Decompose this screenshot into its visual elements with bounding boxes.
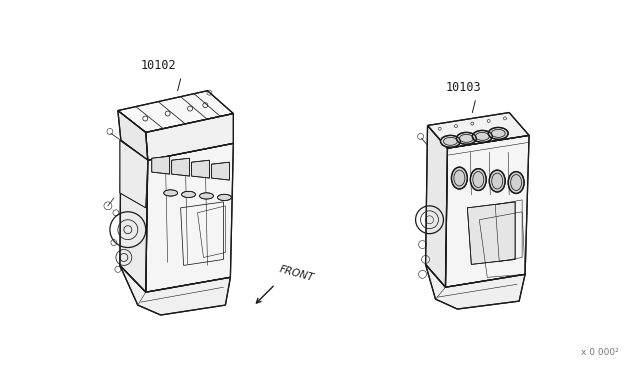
Ellipse shape: [488, 128, 508, 140]
Polygon shape: [426, 264, 525, 309]
Text: FRONT: FRONT: [278, 264, 315, 283]
Text: 10103: 10103: [445, 81, 481, 94]
Ellipse shape: [182, 191, 196, 198]
Polygon shape: [118, 110, 148, 160]
Polygon shape: [120, 265, 230, 315]
Polygon shape: [118, 91, 234, 132]
Ellipse shape: [218, 194, 232, 201]
Polygon shape: [428, 113, 529, 148]
Polygon shape: [426, 125, 447, 287]
Ellipse shape: [440, 135, 460, 147]
Ellipse shape: [489, 170, 505, 192]
Ellipse shape: [451, 167, 467, 189]
Ellipse shape: [472, 131, 492, 142]
Polygon shape: [211, 162, 229, 180]
Polygon shape: [152, 156, 170, 174]
Ellipse shape: [200, 193, 214, 199]
Ellipse shape: [164, 190, 178, 196]
Polygon shape: [120, 140, 148, 292]
Text: x 0 000²: x 0 000²: [581, 348, 619, 357]
Polygon shape: [445, 135, 529, 287]
Text: 10102: 10102: [141, 59, 177, 72]
Polygon shape: [191, 160, 209, 178]
Polygon shape: [120, 140, 148, 208]
Ellipse shape: [470, 169, 486, 190]
Polygon shape: [146, 113, 234, 160]
Ellipse shape: [508, 171, 524, 193]
Polygon shape: [172, 158, 189, 176]
Polygon shape: [146, 143, 234, 292]
Polygon shape: [467, 202, 515, 264]
Ellipse shape: [456, 132, 476, 144]
